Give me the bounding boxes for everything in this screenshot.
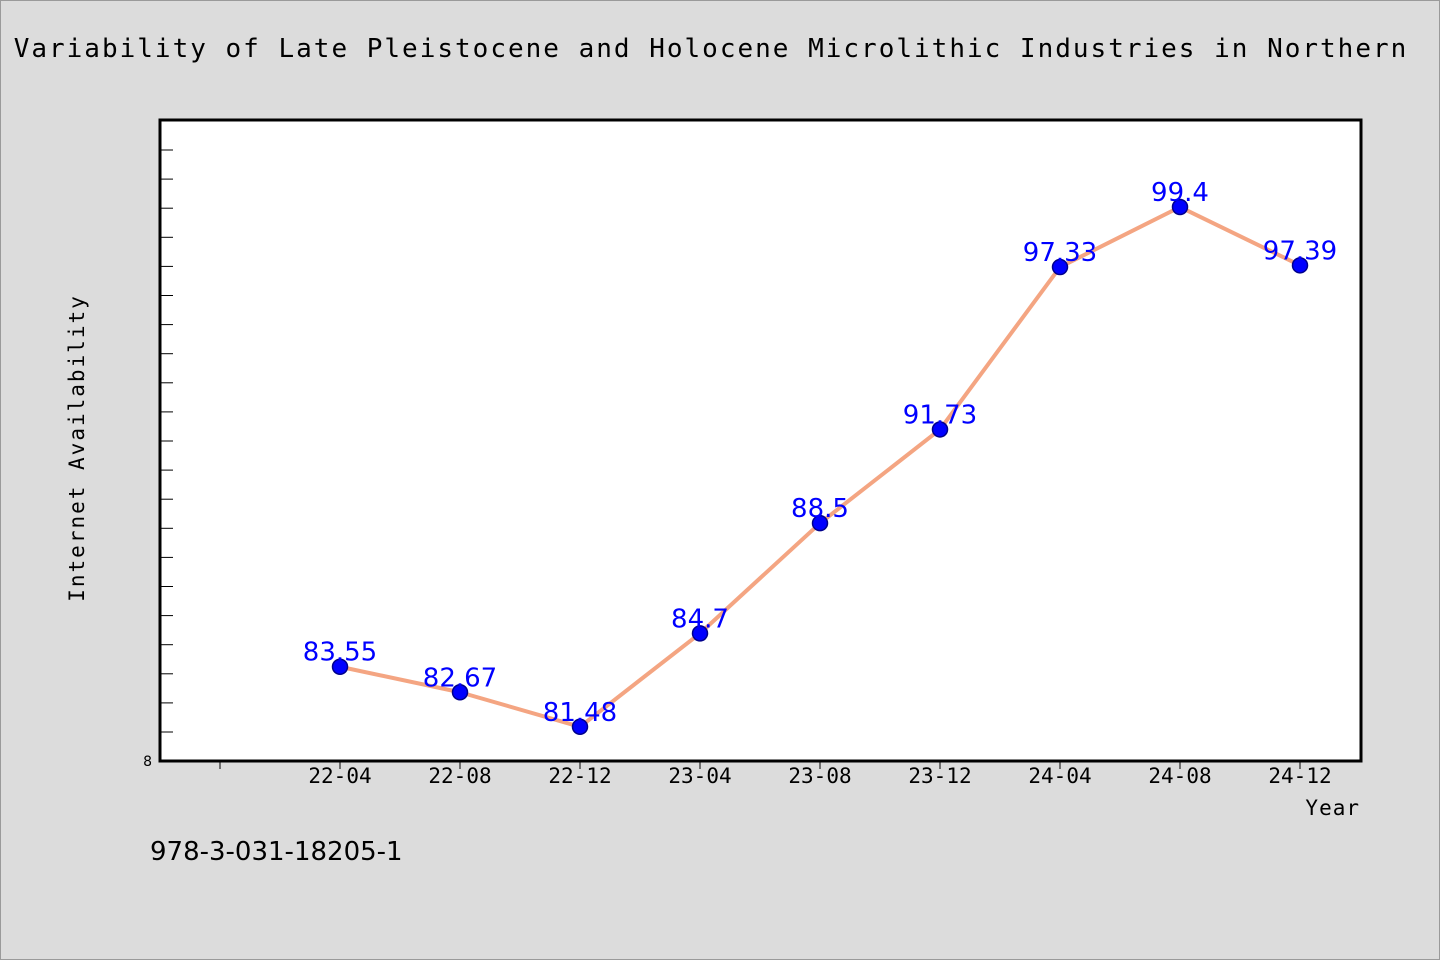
- chart-title: Variability of Late Pleistocene and Holo…: [13, 34, 1409, 64]
- data-label: 97.33: [1023, 238, 1097, 268]
- series-group: 83.55 82.67 81.48 84.7 88.5 91.73 97.33 99.4 97.…: [303, 178, 1337, 736]
- y-tick-label: 8: [143, 754, 152, 770]
- data-label: 99.4: [1151, 178, 1209, 208]
- data-label: 91.73: [903, 400, 977, 430]
- data-label: 81.48: [543, 698, 617, 728]
- data-point: [811, 514, 829, 532]
- x-tick-label: 24-04: [1028, 764, 1091, 788]
- data-point: [451, 684, 469, 701]
- x-tick-label: 23-08: [788, 764, 851, 788]
- x-tick-label: 24-12: [1268, 764, 1331, 788]
- x-tick-label: 22-12: [548, 764, 611, 788]
- y-ticks: 8: [143, 149, 173, 770]
- data-label: 97.39: [1263, 236, 1337, 266]
- x-tick-label: 23-12: [908, 764, 971, 788]
- data-label: 84.7: [671, 604, 729, 634]
- data-label: 82.67: [423, 663, 497, 693]
- data-point: [1051, 258, 1069, 276]
- x-axis-label: Year: [1305, 796, 1360, 820]
- data-label: 83.55: [303, 638, 377, 668]
- x-ticks: 22-04 22-08 22-12 23-04 23-08 23-12 24-04 24-08…: [219, 761, 1332, 788]
- data-point: [571, 718, 589, 736]
- data-label: 88.5: [791, 494, 849, 524]
- isbn-text: 978-3-031-18205-1: [150, 837, 403, 867]
- data-point: [1291, 257, 1309, 274]
- x-tick-label: 22-04: [308, 764, 371, 788]
- x-tick-label: 23-04: [668, 764, 731, 788]
- data-point: [331, 658, 349, 675]
- plot-area: [158, 118, 1363, 763]
- data-point: [1171, 198, 1189, 216]
- x-tick-label: 22-08: [428, 764, 491, 788]
- x-tick-label: 24-08: [1148, 764, 1211, 788]
- data-point: [691, 625, 709, 642]
- data-point: [931, 421, 949, 438]
